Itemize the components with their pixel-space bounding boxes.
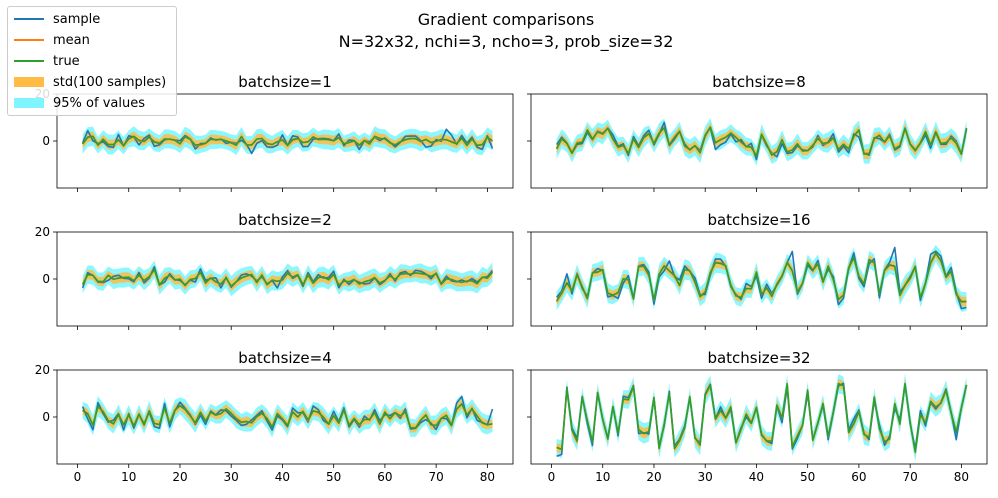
subplot-5: 0 10 20 30 40 50 60 70 80 0 20 batchsize=4 [35, 349, 514, 484]
subplot-title: batchsize=2 [238, 211, 332, 229]
legend-label-true: true [53, 53, 80, 69]
legend-swatch-pct95 [14, 98, 44, 108]
legend-item-std: std(100 samples) [14, 72, 166, 92]
y-tick-label: 20 [35, 363, 50, 377]
figure-subtitle: N=32x32, nchi=3, ncho=3, prob_size=32 [338, 32, 674, 51]
x-tick-label: 70 [903, 470, 918, 484]
y-tick-label: 0 [42, 272, 50, 286]
subplot-6: 0 10 20 30 40 50 60 70 80 batchsize=32 [527, 349, 988, 484]
subplot-title: batchsize=1 [238, 73, 332, 91]
plot-area [555, 118, 968, 166]
x-tick-label: 60 [851, 470, 866, 484]
legend-label-pct95: 95% of values [53, 95, 145, 111]
x-tick-label: 40 [275, 470, 290, 484]
subplot-title: batchsize=8 [712, 73, 806, 91]
subplot-title: batchsize=16 [707, 211, 810, 229]
y-tick-label: 0 [42, 134, 50, 148]
plot-area [81, 126, 494, 156]
subplot-3: 0 20 batchsize=2 [35, 211, 514, 330]
x-tick-label: 40 [749, 470, 764, 484]
legend-swatch-std [14, 77, 44, 87]
subplot-title: batchsize=32 [707, 349, 810, 367]
series-true [81, 135, 493, 147]
legend-swatch-sample [14, 18, 44, 20]
x-tick-label: 30 [224, 470, 239, 484]
plot-area [81, 394, 494, 438]
legend-item-true: true [14, 51, 80, 71]
series-sample [555, 246, 967, 310]
x-tick-label: 20 [646, 470, 661, 484]
plot-area [556, 373, 968, 462]
legend-label-sample: sample [53, 11, 101, 27]
x-tick-label: 0 [548, 470, 556, 484]
legend-label-mean: mean [53, 32, 90, 48]
x-tick-label: 50 [800, 470, 815, 484]
band-95pct [556, 244, 967, 312]
band-95pct [82, 394, 493, 438]
legend-label-std: std(100 samples) [53, 74, 167, 90]
series-sample [556, 382, 968, 458]
legend-item-pct95: 95% of values [14, 93, 145, 113]
subplot-title: batchsize=4 [238, 349, 332, 367]
x-tick-label: 0 [74, 470, 82, 484]
x-tick-label: 50 [326, 470, 341, 484]
subplot-2: batchsize=8 [527, 73, 988, 192]
legend: sample mean true std(100 samples) 95% of… [7, 6, 177, 116]
series-true [555, 252, 967, 303]
x-tick-label: 80 [480, 470, 495, 484]
series-true [556, 382, 968, 454]
series-true [555, 126, 968, 157]
x-tick-label: 80 [954, 470, 969, 484]
y-tick-label: 0 [42, 410, 50, 424]
x-tick-label: 60 [377, 470, 392, 484]
plot-area [555, 244, 967, 312]
subplot-4: batchsize=16 [527, 211, 988, 330]
y-tick-label: 20 [35, 225, 50, 239]
legend-item-mean: mean [14, 30, 90, 50]
series-true [81, 268, 494, 287]
x-tick-label: 30 [698, 470, 713, 484]
band-std [556, 378, 967, 458]
series-true [82, 403, 493, 429]
legend-item-sample: sample [14, 9, 100, 29]
plot-area [81, 260, 494, 297]
x-tick-label: 10 [121, 470, 136, 484]
x-tick-label: 10 [595, 470, 610, 484]
legend-swatch-mean [14, 39, 44, 41]
x-tick-label: 20 [172, 470, 187, 484]
x-tick-label: 70 [429, 470, 444, 484]
legend-swatch-true [14, 60, 44, 62]
figure-title: Gradient comparisons [417, 10, 595, 29]
